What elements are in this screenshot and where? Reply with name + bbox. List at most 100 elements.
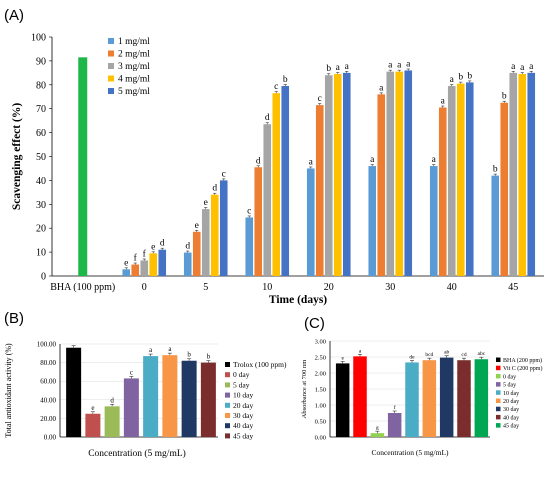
- legend-label: 45 day: [233, 431, 253, 440]
- bar: [491, 175, 500, 276]
- legend-label: 30 day: [233, 411, 253, 420]
- bar: [457, 360, 471, 437]
- chart-a: 0 10 20 30 40 50 60 70 80 90 100 BHA (100 ppm) 0 5 10 2…: [11, 33, 544, 306]
- bar: [123, 378, 139, 437]
- significance-label: b: [326, 64, 331, 74]
- bar: [181, 360, 197, 437]
- legend-swatch: [108, 75, 114, 82]
- significance-label: b: [187, 351, 191, 359]
- bar: [272, 93, 281, 276]
- legend-label: 10 day: [233, 391, 253, 400]
- significance-label: c: [274, 82, 278, 92]
- significance-label: a: [149, 346, 153, 354]
- legend-swatch: [225, 413, 230, 418]
- y-tick-label: 20.00: [40, 415, 56, 423]
- significance-label: a: [406, 59, 411, 69]
- bar: [333, 74, 342, 276]
- significance-label: e: [151, 242, 155, 252]
- bar: [158, 249, 167, 276]
- significance-label: bcd: [425, 352, 433, 358]
- legend-label: 0 day: [233, 370, 250, 379]
- y-tick-label: 80: [36, 80, 46, 91]
- significance-label: a: [345, 62, 350, 72]
- y-tick-label: 3.00: [315, 339, 326, 346]
- x-tick-label: 10: [262, 282, 272, 293]
- bar: [405, 362, 419, 437]
- bar: [465, 82, 474, 276]
- y-axis-title: Absorbance at 700 nm: [301, 360, 308, 419]
- legend-label: Trolox (100 ppm): [233, 360, 287, 369]
- x-tick-label: 45: [508, 282, 518, 293]
- bar: [509, 72, 518, 276]
- x-axis-title: Time (days): [269, 294, 327, 306]
- legend-label: 40 day: [503, 415, 519, 421]
- significance-label: g: [376, 425, 379, 431]
- significance-label: abc: [478, 351, 486, 357]
- bar: [143, 356, 159, 437]
- x-tick-label: 5: [203, 282, 208, 293]
- significance-label: b: [502, 92, 507, 102]
- legend-swatch: [225, 433, 230, 439]
- significance-label: ab: [444, 350, 449, 356]
- significance-label: a: [388, 61, 393, 71]
- significance-label: d: [256, 156, 261, 166]
- significance-label: d: [212, 184, 217, 194]
- bar: [422, 360, 437, 437]
- panel-c-label: (C): [304, 315, 325, 332]
- significance-label: e: [124, 258, 128, 268]
- bar: [439, 357, 454, 437]
- legend-swatch: [496, 373, 501, 379]
- y-tick-label: 70: [36, 104, 46, 115]
- y-tick-label: 100: [31, 33, 46, 44]
- bar: [342, 72, 351, 276]
- legend-label: 0 day: [503, 374, 516, 380]
- significance-label: a: [168, 345, 172, 353]
- x-tick-label: 20: [324, 282, 334, 293]
- bar: [324, 75, 333, 277]
- y-tick-label: 2.00: [315, 371, 326, 378]
- x-axis-title: Concentration (5 mg/mL): [88, 448, 186, 459]
- y-tick-label: 60.00: [40, 378, 56, 386]
- legend-swatch: [225, 362, 230, 367]
- bar: [518, 74, 527, 276]
- significance-label: b: [283, 75, 288, 85]
- bar: [162, 355, 178, 437]
- y-tick-label: 20: [36, 224, 46, 235]
- legend-swatch: [225, 372, 230, 378]
- y-tick-label: 0.00: [44, 434, 57, 442]
- bar: [429, 166, 438, 276]
- bar: [254, 167, 263, 276]
- significance-label: a: [397, 61, 402, 71]
- y-tick-label: 40.00: [40, 396, 56, 404]
- bar: [149, 253, 158, 276]
- y-tick-label: 0.50: [315, 419, 326, 426]
- bar: [447, 85, 456, 277]
- legend-label: 40 day: [233, 421, 253, 430]
- bar: [500, 102, 509, 276]
- legend-label: 4 mg/ml: [118, 75, 150, 85]
- bar: [85, 413, 101, 437]
- significance-label: a: [432, 155, 437, 165]
- legend-swatch: [225, 423, 230, 429]
- significance-label: f: [394, 404, 396, 411]
- legend-label: 30 day: [503, 407, 519, 413]
- bar: [456, 83, 465, 276]
- y-tick-label: 100.00: [37, 341, 57, 349]
- bar-bha-reference: [78, 57, 88, 276]
- significance-label: e: [91, 404, 94, 412]
- bar: [281, 85, 290, 277]
- legend-swatch: [496, 423, 501, 428]
- bar: [377, 94, 386, 276]
- x-tick-label: 30: [385, 282, 395, 293]
- legend-swatch: [496, 382, 501, 387]
- legend-label: 1 mg/ml: [118, 37, 150, 47]
- legend-swatch: [496, 406, 501, 412]
- bar: [335, 363, 350, 437]
- bar: [200, 362, 216, 437]
- legend-swatch: [225, 392, 230, 398]
- bar: [368, 166, 377, 276]
- legend-swatch: [496, 398, 501, 403]
- y-tick-label: 10: [36, 248, 46, 259]
- x-tick-label: BHA (100 ppm): [50, 282, 115, 293]
